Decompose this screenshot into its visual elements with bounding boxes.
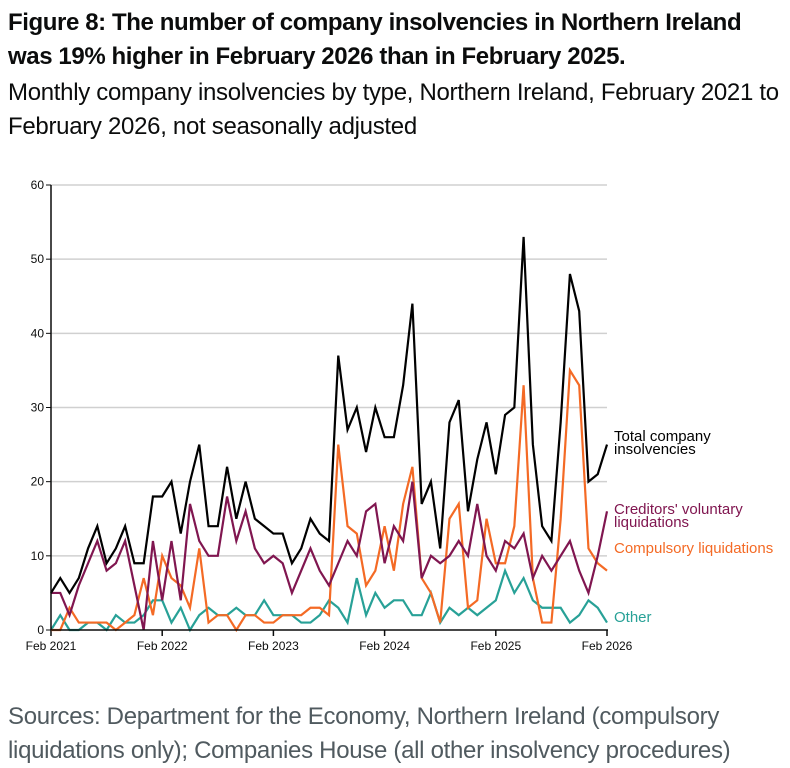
x-tick-label: Feb 2024 (359, 639, 410, 653)
y-tick-label: 40 (31, 326, 45, 340)
x-tick-label: Feb 2023 (248, 639, 299, 653)
source-note: Sources: Department for the Economy, Nor… (8, 703, 731, 764)
y-tick-label: 10 (31, 549, 45, 563)
y-tick-label: 50 (31, 252, 45, 266)
legend-label-other: Other (614, 609, 652, 626)
legend-label-line: liquidations (614, 514, 689, 531)
chart-title: Figure 8: The number of company insolven… (8, 9, 742, 70)
x-tick-label: Feb 2021 (26, 639, 77, 653)
chart-subtitle: Monthly company insolvencies by type, No… (8, 79, 779, 140)
legend-label-compulsory-liquidations: Compulsory liquidations (614, 540, 773, 557)
legend-label-line: Total company (614, 428, 711, 445)
legend-label-line: Compulsory liquidations (614, 540, 773, 557)
y-tick-label: 60 (31, 178, 45, 192)
series-line-compulsory-liquidations (51, 366, 608, 633)
legend-label-line: Other (614, 609, 652, 626)
legend-label-line: Creditors' voluntary (614, 501, 743, 518)
x-tick-label: Feb 2022 (137, 639, 188, 653)
y-tick-label: 30 (31, 401, 45, 415)
y-tick-label: 0 (37, 623, 44, 637)
series-lines (50, 236, 609, 633)
x-axis-ticks: Feb 2021 Feb 2022 Feb 2023 Feb 2024 Feb 2025… (26, 630, 633, 653)
x-tick-label: Feb 2025 (470, 639, 521, 653)
legend-label-line: insolvencies (614, 441, 696, 458)
y-tick-label: 20 (31, 475, 45, 489)
series-line-total-company-insolvencies (50, 236, 609, 595)
x-tick-label: Feb 2026 (582, 639, 633, 653)
y-axis-ticks: 0 10 20 30 40 50 60 (31, 178, 51, 637)
